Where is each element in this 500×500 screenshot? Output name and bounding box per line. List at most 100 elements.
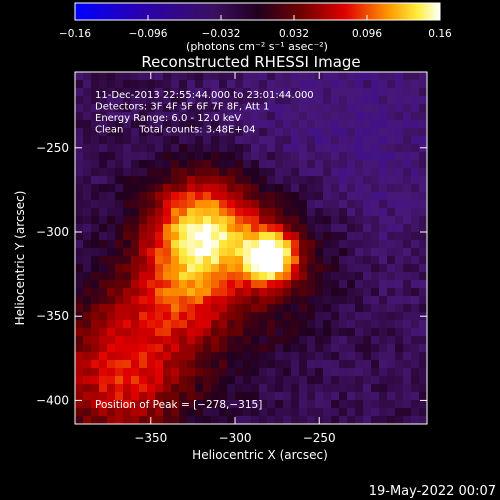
heatmap-cell xyxy=(355,192,364,201)
heatmap-cell xyxy=(331,272,340,281)
heatmap-cell xyxy=(323,160,332,169)
heatmap-cell xyxy=(171,280,180,289)
heatmap-cell xyxy=(411,184,420,193)
heatmap-cell xyxy=(339,320,348,329)
heatmap-cell xyxy=(371,368,380,377)
heatmap-cell xyxy=(235,352,244,361)
heatmap-cell xyxy=(411,248,420,257)
heatmap-cell xyxy=(227,304,236,313)
heatmap-cell xyxy=(115,192,124,201)
heatmap-cell xyxy=(299,280,308,289)
heatmap-cell xyxy=(83,280,92,289)
heatmap-cell xyxy=(155,384,164,393)
heatmap-cell xyxy=(123,344,132,353)
heatmap-cell xyxy=(339,328,348,337)
heatmap-cell xyxy=(187,416,196,424)
heatmap-cell xyxy=(419,152,427,161)
heatmap-cell xyxy=(139,152,148,161)
heatmap-cell xyxy=(267,344,276,353)
heatmap-cell xyxy=(75,160,84,169)
heatmap-cell xyxy=(339,240,348,249)
heatmap-cell xyxy=(123,184,132,193)
heatmap-cell xyxy=(203,344,212,353)
heatmap-cell xyxy=(179,96,188,105)
heatmap-cell xyxy=(219,248,228,257)
heatmap-cell xyxy=(203,272,212,281)
heatmap-cell xyxy=(299,320,308,329)
heatmap-cell xyxy=(83,208,92,217)
heatmap-cell xyxy=(323,360,332,369)
heatmap-cell xyxy=(371,352,380,361)
heatmap-cell xyxy=(363,400,372,409)
heatmap-cell xyxy=(419,224,427,233)
heatmap-cell xyxy=(251,272,260,281)
heatmap-cell xyxy=(259,216,268,225)
heatmap-cell xyxy=(91,288,100,297)
heatmap-cell xyxy=(107,104,116,113)
heatmap-cell xyxy=(251,352,260,361)
heatmap-cell xyxy=(227,136,236,145)
heatmap-cell xyxy=(187,336,196,345)
heatmap-cell xyxy=(139,368,148,377)
heatmap-cell xyxy=(363,120,372,129)
heatmap-cell xyxy=(315,320,324,329)
heatmap-cell xyxy=(411,256,420,265)
heatmap-cell xyxy=(131,328,140,337)
heatmap-cell xyxy=(395,256,404,265)
heatmap-cell xyxy=(283,72,292,81)
heatmap-cell xyxy=(203,376,212,385)
heatmap-cell xyxy=(99,264,108,273)
heatmap-cell xyxy=(339,312,348,321)
heatmap-cell xyxy=(315,112,324,121)
heatmap-cell xyxy=(347,224,356,233)
heatmap-cell xyxy=(219,192,228,201)
heatmap-cell xyxy=(275,112,284,121)
heatmap-cell xyxy=(163,184,172,193)
heatmap-cell xyxy=(107,224,116,233)
heatmap-cell xyxy=(131,80,140,89)
heatmap-cell xyxy=(363,96,372,105)
heatmap-cell xyxy=(363,216,372,225)
heatmap-cell xyxy=(235,232,244,241)
heatmap-cell xyxy=(235,168,244,177)
heatmap-cell xyxy=(75,184,84,193)
heatmap-cell xyxy=(123,384,132,393)
heatmap-cell xyxy=(171,352,180,361)
heatmap-cell xyxy=(323,192,332,201)
heatmap-cell xyxy=(219,168,228,177)
heatmap-cell xyxy=(115,72,124,81)
heatmap-cell xyxy=(355,136,364,145)
heatmap-cell xyxy=(115,320,124,329)
heatmap-cell xyxy=(347,96,356,105)
heatmap-cell xyxy=(243,328,252,337)
heatmap-cell xyxy=(355,408,364,417)
heatmap-cell xyxy=(411,240,420,249)
heatmap-cell xyxy=(195,384,204,393)
heatmap-cell xyxy=(163,144,172,153)
heatmap-cell xyxy=(323,256,332,265)
heatmap-cell xyxy=(83,72,92,81)
heatmap-cell xyxy=(411,120,420,129)
heatmap-cell xyxy=(195,304,204,313)
heatmap-cell xyxy=(323,72,332,81)
heatmap-cell xyxy=(203,72,212,81)
heatmap-cell xyxy=(107,120,116,129)
heatmap-cell xyxy=(83,184,92,193)
heatmap-cell xyxy=(379,264,388,273)
heatmap-cell xyxy=(371,88,380,97)
heatmap-cell xyxy=(267,144,276,153)
heatmap-cell xyxy=(147,304,156,313)
heatmap-cell xyxy=(315,160,324,169)
heatmap-cell xyxy=(419,200,427,209)
heatmap-cell xyxy=(419,136,427,145)
heatmap-cell xyxy=(155,392,164,401)
heatmap-cell xyxy=(155,248,164,257)
heatmap-cell xyxy=(203,120,212,129)
heatmap-cell xyxy=(235,384,244,393)
heatmap-cell xyxy=(75,368,84,377)
heatmap-cell xyxy=(339,120,348,129)
heatmap-cell xyxy=(251,72,260,81)
heatmap-cell xyxy=(379,224,388,233)
heatmap-cell xyxy=(291,112,300,121)
heatmap-cell xyxy=(139,216,148,225)
